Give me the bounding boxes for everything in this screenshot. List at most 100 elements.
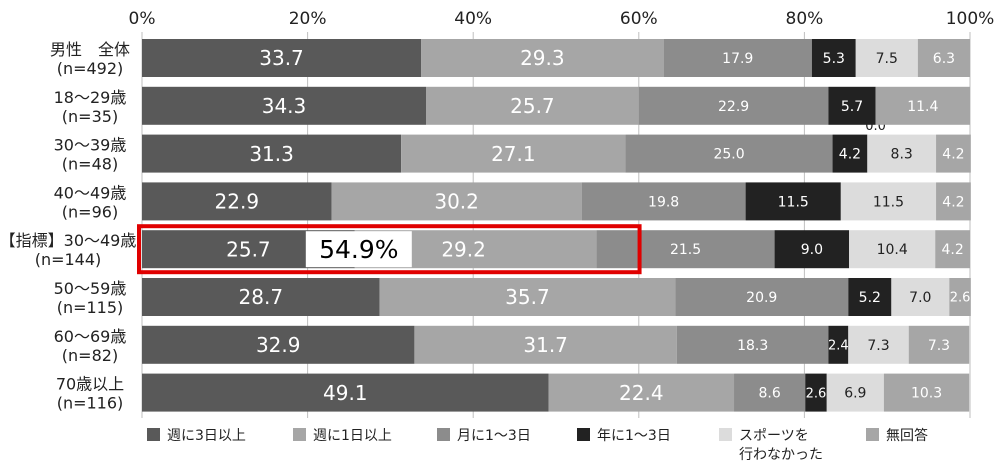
bar-value-label: 5.3: [823, 51, 845, 67]
category-labels: 男性 全体(n=492) 18～29歳(n=35) 30～39歳(n=48) 40～4…: [0, 40, 136, 413]
bar-segment: [875, 86, 970, 125]
bar-value-label: 4.2: [942, 194, 964, 210]
bar-segment: [421, 39, 664, 77]
category-label: (n=48): [62, 155, 118, 174]
bar-value-label: 9.0: [801, 242, 823, 258]
bar-value-label: 6.9: [844, 386, 866, 402]
legend-label: 週に3日以上: [167, 428, 246, 444]
bar-value-label: 11.4: [907, 99, 938, 115]
category-label: (n=115): [57, 298, 124, 317]
bar-value-label: 27.1: [491, 142, 536, 166]
bar-segment: [142, 86, 427, 125]
bar-segment: [849, 230, 936, 269]
bar-segment: [379, 278, 676, 316]
bar-segment: [581, 182, 746, 221]
bar-value-label: 25.7: [226, 237, 271, 261]
highlight-box: [137, 224, 642, 275]
category-label: (n=144): [35, 250, 102, 269]
bar-value-label: 31.3: [249, 142, 294, 166]
highlight-callout-label: 54.9%: [319, 235, 398, 264]
category-label: 男性 全体: [50, 40, 130, 59]
legend-swatch: [866, 428, 879, 441]
bar-segment: [663, 39, 812, 77]
x-tick-label: 60%: [620, 9, 658, 29]
bar-segment: [548, 373, 735, 412]
legend-label: 行わなかった: [739, 447, 823, 463]
bar-value-label: 6.3: [933, 51, 955, 67]
highlight-callout-bg: [305, 231, 412, 268]
bar-segment: [828, 86, 876, 125]
bar-segment: [596, 230, 775, 269]
bar-value-label: 2.4: [828, 338, 849, 353]
bar-segment: [949, 278, 971, 316]
category-label: (n=82): [62, 346, 118, 365]
bar-segment: [774, 230, 850, 269]
legend-swatch: [293, 428, 306, 441]
bar-value-label: 2.6: [806, 386, 827, 401]
bar-segment: [638, 86, 829, 125]
bar-segment: [883, 373, 970, 412]
bar-segment: [855, 39, 918, 77]
bar-value-label: 5.2: [859, 290, 881, 306]
bar-value-label: 29.3: [520, 46, 565, 70]
bar-segment: [811, 39, 856, 77]
category-label: (n=492): [57, 59, 124, 78]
bar-value-label: 31.7: [523, 333, 568, 357]
bar-value-label: 19.8: [648, 194, 679, 210]
bar-segment: [401, 134, 626, 173]
bar-segment: [142, 373, 549, 412]
x-axis-ticks: 0% 20% 40% 60% 80% 100%: [129, 9, 995, 29]
bar-value-label: 21.5: [670, 242, 701, 258]
bar-segment: [936, 134, 971, 173]
category-label: 【指標】30～49歳: [0, 231, 136, 250]
bar-value-label: 22.9: [718, 99, 749, 115]
x-tick-label: 100%: [946, 9, 995, 29]
legend-label: 年に1～3日: [597, 428, 671, 444]
category-label: 18～29歳: [54, 88, 127, 107]
bar-value-label: 32.9: [256, 333, 301, 357]
bar-segment: [848, 278, 892, 316]
bar-segment: [675, 278, 849, 316]
legend-label: 無回答: [886, 427, 928, 444]
bar-value-label: 29.2: [441, 237, 486, 261]
bars-group: 33.7 29.3 17.9 5.3 7.5 6.334.3 25.7 22.9 5.70.01…: [142, 39, 971, 412]
category-label: (n=116): [57, 394, 124, 413]
bar-value-label: 8.6: [758, 386, 780, 402]
bar-segment: [935, 230, 970, 269]
legend-swatch: [437, 428, 450, 441]
category-label: 50～59歳: [54, 279, 127, 298]
bar-value-label: 2.6: [950, 291, 971, 306]
bar-value-label: 10.3: [911, 386, 942, 402]
bar-value-label: 28.7: [239, 285, 284, 309]
bar-segment: [826, 373, 884, 412]
bar-segment: [936, 182, 971, 221]
bar-segment: [908, 325, 970, 364]
bar-value-label: 11.5: [778, 194, 809, 210]
bar-value-label: 22.9: [215, 190, 260, 214]
bar-value-label: 4.2: [839, 147, 861, 163]
bar-value-label: 7.3: [928, 338, 950, 354]
bar-value-label: 8.3: [891, 147, 913, 163]
bar-segment: [917, 39, 970, 77]
category-label: (n=35): [62, 107, 118, 126]
bar-value-label: 22.4: [619, 381, 664, 405]
bar-segment: [625, 134, 833, 173]
bar-segment: [828, 325, 849, 364]
bar-segment: [832, 134, 868, 173]
legend-swatch: [147, 428, 160, 441]
bar-segment: [840, 182, 937, 221]
bar-segment: [891, 278, 950, 316]
bar-segment: [805, 373, 827, 412]
legend-label: 週に1日以上: [313, 428, 392, 444]
bar-value-label: 18.3: [737, 338, 768, 354]
bar-value-label: 25.0: [713, 147, 744, 163]
bar-segment: [676, 325, 829, 364]
category-label: (n=96): [62, 202, 118, 221]
category-label: 30～39歳: [54, 136, 127, 155]
bar-segment: [734, 373, 806, 412]
x-tick-label: 0%: [129, 9, 156, 29]
bar-value-label: 17.9: [722, 51, 753, 67]
bar-value-label: 34.3: [262, 94, 307, 118]
